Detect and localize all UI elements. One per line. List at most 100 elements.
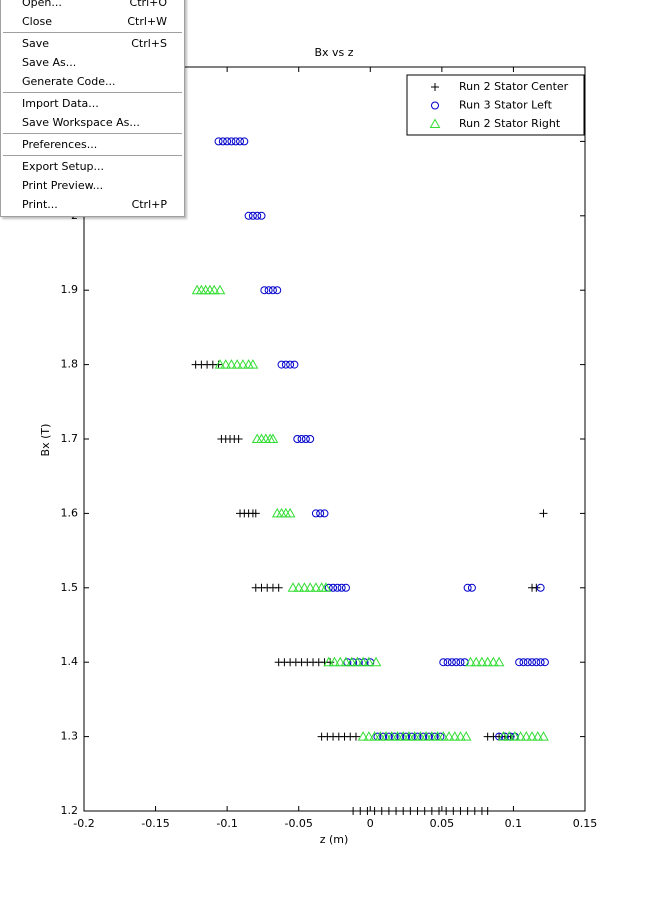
point <box>247 359 259 369</box>
point <box>432 731 443 741</box>
point <box>363 731 375 741</box>
point <box>356 807 365 815</box>
x-tick-label: -0.2 <box>73 817 94 830</box>
point <box>301 435 310 443</box>
menu-item[interactable]: Save Ctrl+S <box>1 34 184 53</box>
point <box>340 656 352 667</box>
point <box>470 807 479 815</box>
menu-item[interactable]: Export Setup... <box>1 157 184 176</box>
menu-shortcut: Ctrl+O <box>129 0 167 9</box>
y-tick-label: 1.5 <box>61 581 79 594</box>
point <box>357 731 369 741</box>
point <box>538 731 549 741</box>
legend-label: Run 2 Stator Center <box>459 80 569 93</box>
point <box>236 137 245 146</box>
point <box>420 731 432 741</box>
menu-item-label: Preferences... <box>22 138 98 151</box>
menu-item-label: Print... <box>22 198 58 211</box>
menu-item-label: Close <box>22 15 52 28</box>
menu-item-label: Save Workspace As... <box>22 116 140 129</box>
point <box>311 509 320 518</box>
point <box>515 658 524 667</box>
point <box>406 807 415 815</box>
menu-item[interactable]: Preferences... <box>1 135 184 154</box>
menu-item[interactable]: Save As... <box>1 53 184 72</box>
menu-item[interactable]: Save Workspace As... <box>1 113 184 132</box>
point <box>409 731 421 741</box>
point <box>447 658 456 667</box>
point <box>452 658 461 667</box>
y-tick-label: 1.8 <box>61 358 79 371</box>
point <box>226 359 237 369</box>
point <box>253 211 262 220</box>
menu-item-label: Import Data... <box>22 97 99 110</box>
legend-marker <box>431 83 439 91</box>
menu-item-label: Open... <box>22 0 62 9</box>
point <box>244 211 253 220</box>
point <box>515 731 526 741</box>
menu-item[interactable]: Generate Code... <box>1 72 184 91</box>
point <box>304 582 316 592</box>
legend-label: Run 2 Stator Right <box>459 117 561 130</box>
point <box>483 807 492 815</box>
point <box>463 807 472 815</box>
legend-marker <box>429 118 441 128</box>
point <box>293 582 305 592</box>
menu-item-label: Print Preview... <box>22 179 104 192</box>
point <box>498 731 509 741</box>
point <box>392 807 401 815</box>
point <box>320 509 329 518</box>
point <box>351 732 360 741</box>
point <box>281 360 290 369</box>
point <box>341 583 350 592</box>
point <box>333 583 342 592</box>
point <box>476 656 488 667</box>
point <box>369 731 380 741</box>
menu-item[interactable]: Print... Ctrl+P <box>1 195 184 214</box>
point <box>397 731 409 741</box>
point <box>346 656 358 667</box>
point <box>520 731 532 741</box>
y-tick-label: 1.9 <box>61 283 79 296</box>
point <box>299 582 310 592</box>
x-axis-label: z (m) <box>320 833 349 846</box>
point <box>240 137 249 146</box>
point <box>214 284 226 295</box>
y-axis-label: Bx (T) <box>39 424 52 457</box>
menu-item[interactable]: Open... Ctrl+O <box>1 0 184 12</box>
point <box>208 284 220 295</box>
point <box>268 286 277 295</box>
menu-item-label: Save As... <box>22 56 77 69</box>
point <box>231 137 240 146</box>
x-tick-label: -0.05 <box>284 817 312 830</box>
point <box>403 731 415 741</box>
point <box>386 731 398 741</box>
point <box>374 731 386 741</box>
point <box>526 731 538 741</box>
y-tick-label: 1.3 <box>61 730 79 743</box>
legend-marker <box>431 101 439 110</box>
point <box>363 656 375 667</box>
menu-item[interactable]: Close Ctrl+W <box>1 12 184 31</box>
menu-item[interactable]: Import Data... <box>1 94 184 113</box>
point <box>509 731 521 741</box>
point <box>286 360 295 369</box>
point <box>260 286 269 295</box>
point <box>443 731 455 741</box>
point <box>363 807 372 815</box>
point <box>290 360 299 369</box>
point <box>329 583 338 592</box>
point <box>293 435 302 443</box>
point <box>465 656 476 667</box>
point <box>482 656 494 667</box>
point <box>264 286 273 295</box>
point <box>214 137 223 146</box>
point <box>434 807 443 815</box>
point <box>352 656 363 667</box>
point <box>306 435 315 443</box>
point <box>257 211 266 220</box>
point <box>297 435 306 443</box>
menu-item[interactable]: Print Preview... <box>1 176 184 195</box>
point <box>337 583 346 592</box>
